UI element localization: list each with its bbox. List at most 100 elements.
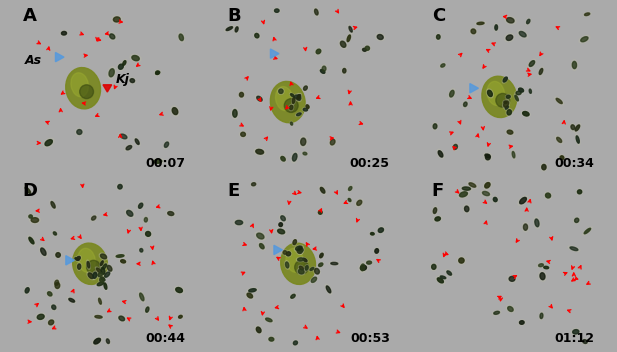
Ellipse shape xyxy=(276,228,286,235)
Ellipse shape xyxy=(507,110,511,115)
Ellipse shape xyxy=(239,92,244,97)
Ellipse shape xyxy=(342,68,346,73)
Ellipse shape xyxy=(439,275,447,279)
Ellipse shape xyxy=(254,148,265,155)
Ellipse shape xyxy=(87,272,94,280)
Ellipse shape xyxy=(286,248,304,272)
Ellipse shape xyxy=(278,88,284,94)
Ellipse shape xyxy=(144,216,148,223)
Ellipse shape xyxy=(138,291,145,303)
Ellipse shape xyxy=(152,158,164,164)
Ellipse shape xyxy=(514,94,519,102)
Ellipse shape xyxy=(508,275,516,283)
Ellipse shape xyxy=(155,71,160,75)
Ellipse shape xyxy=(78,264,81,269)
Ellipse shape xyxy=(168,212,174,215)
Ellipse shape xyxy=(275,9,279,12)
Ellipse shape xyxy=(119,316,125,321)
Ellipse shape xyxy=(233,219,244,226)
Ellipse shape xyxy=(144,218,147,222)
Ellipse shape xyxy=(276,87,293,111)
Ellipse shape xyxy=(257,96,262,101)
Ellipse shape xyxy=(518,88,524,92)
Ellipse shape xyxy=(313,7,319,17)
Ellipse shape xyxy=(486,155,491,160)
Ellipse shape xyxy=(280,214,286,222)
Ellipse shape xyxy=(231,108,238,119)
Ellipse shape xyxy=(154,70,161,75)
Polygon shape xyxy=(103,85,112,92)
Ellipse shape xyxy=(494,197,497,202)
Ellipse shape xyxy=(49,320,54,325)
Ellipse shape xyxy=(349,26,352,32)
Polygon shape xyxy=(470,83,478,93)
Ellipse shape xyxy=(575,125,580,131)
Ellipse shape xyxy=(361,264,365,271)
Ellipse shape xyxy=(118,133,129,140)
Ellipse shape xyxy=(540,273,545,280)
Ellipse shape xyxy=(62,31,67,35)
Ellipse shape xyxy=(502,76,508,83)
Ellipse shape xyxy=(362,48,367,52)
Ellipse shape xyxy=(36,313,46,321)
Ellipse shape xyxy=(99,276,105,284)
Ellipse shape xyxy=(52,231,57,236)
Ellipse shape xyxy=(300,138,306,145)
Ellipse shape xyxy=(523,112,529,116)
Ellipse shape xyxy=(290,121,293,126)
Ellipse shape xyxy=(576,189,583,195)
Ellipse shape xyxy=(297,249,302,253)
Ellipse shape xyxy=(360,265,366,270)
Ellipse shape xyxy=(302,151,308,156)
Polygon shape xyxy=(270,49,279,58)
Ellipse shape xyxy=(45,140,52,146)
Ellipse shape xyxy=(118,64,123,69)
Ellipse shape xyxy=(583,12,591,16)
Ellipse shape xyxy=(178,315,182,318)
Ellipse shape xyxy=(377,227,385,234)
Ellipse shape xyxy=(322,66,326,71)
Ellipse shape xyxy=(325,284,332,295)
Ellipse shape xyxy=(264,317,274,323)
Ellipse shape xyxy=(255,232,266,240)
Ellipse shape xyxy=(574,218,579,222)
Ellipse shape xyxy=(292,340,299,346)
Ellipse shape xyxy=(537,263,545,268)
Ellipse shape xyxy=(450,90,454,97)
Ellipse shape xyxy=(556,98,562,103)
Ellipse shape xyxy=(67,297,76,303)
Ellipse shape xyxy=(481,190,491,197)
Ellipse shape xyxy=(485,154,490,158)
Ellipse shape xyxy=(366,261,371,264)
Ellipse shape xyxy=(106,264,113,272)
Ellipse shape xyxy=(518,196,528,206)
Ellipse shape xyxy=(252,183,255,186)
Ellipse shape xyxy=(77,130,82,134)
Text: 00:53: 00:53 xyxy=(350,332,390,345)
Ellipse shape xyxy=(123,61,126,65)
Ellipse shape xyxy=(463,205,470,213)
Ellipse shape xyxy=(291,294,295,298)
Ellipse shape xyxy=(56,253,60,257)
Ellipse shape xyxy=(570,247,578,251)
Ellipse shape xyxy=(303,85,308,91)
Ellipse shape xyxy=(289,293,296,299)
Ellipse shape xyxy=(99,253,108,260)
Ellipse shape xyxy=(255,326,262,334)
Ellipse shape xyxy=(24,286,30,294)
Ellipse shape xyxy=(310,276,318,283)
Ellipse shape xyxy=(281,156,285,161)
Ellipse shape xyxy=(138,202,144,210)
Ellipse shape xyxy=(171,106,179,116)
Ellipse shape xyxy=(326,286,331,293)
Ellipse shape xyxy=(140,249,143,252)
Ellipse shape xyxy=(357,200,362,206)
Ellipse shape xyxy=(292,239,297,246)
Ellipse shape xyxy=(484,181,491,189)
Ellipse shape xyxy=(319,186,326,195)
Ellipse shape xyxy=(55,280,59,285)
Ellipse shape xyxy=(96,267,103,274)
Ellipse shape xyxy=(29,216,41,224)
Ellipse shape xyxy=(234,25,239,33)
Ellipse shape xyxy=(120,134,127,139)
